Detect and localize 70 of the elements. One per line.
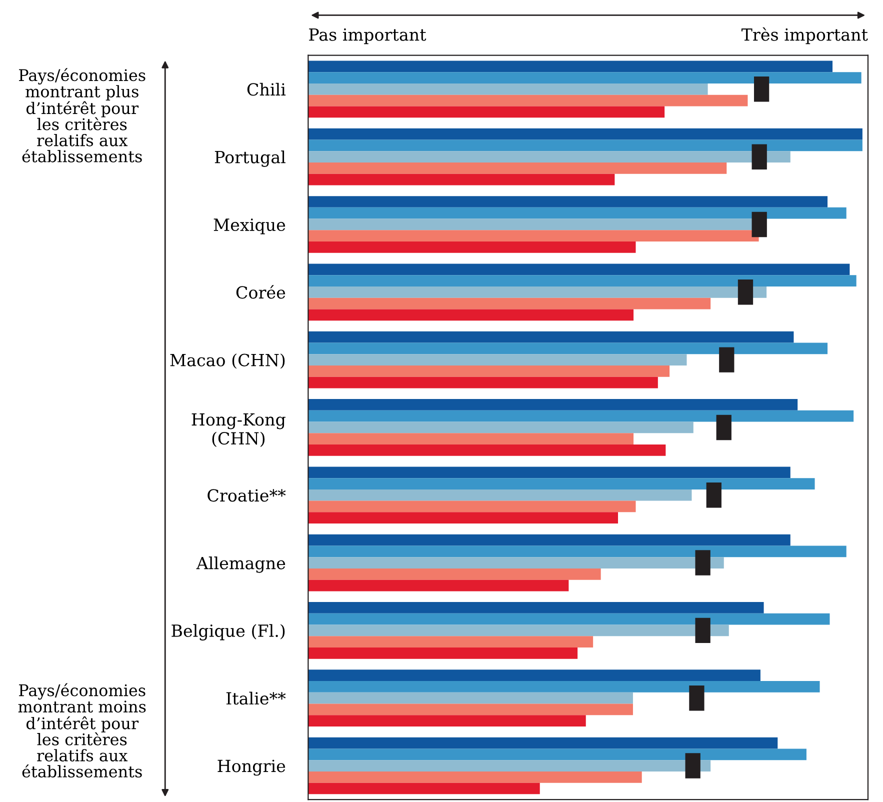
bar bbox=[308, 771, 642, 783]
y-tick-label: Italie** bbox=[226, 692, 286, 705]
bar bbox=[308, 670, 760, 682]
bar bbox=[308, 207, 846, 219]
bar bbox=[308, 422, 694, 434]
bar bbox=[308, 230, 759, 242]
bar bbox=[308, 83, 708, 95]
bar bbox=[308, 410, 854, 422]
bar bbox=[308, 602, 764, 614]
y-tick-label: Hongrie bbox=[218, 760, 286, 776]
y-tick-label: Corée bbox=[236, 285, 286, 299]
bar bbox=[308, 162, 727, 174]
text: Pays/économies montrant moins d’intérêt pour les critères relatifs aux établissements bbox=[18, 683, 146, 778]
bar bbox=[308, 286, 767, 298]
bar bbox=[308, 557, 724, 568]
text: Pays/économies montrant plus d’intérêt pour les critères relatifs aux établissements bbox=[19, 68, 146, 162]
bar bbox=[308, 466, 790, 478]
bar bbox=[308, 681, 820, 692]
bar bbox=[308, 624, 729, 636]
bar bbox=[308, 94, 748, 106]
bar bbox=[308, 399, 798, 410]
y-tick-label: Hong-Kong (CHN) bbox=[192, 413, 286, 447]
bar bbox=[308, 174, 615, 186]
bar bbox=[308, 737, 778, 749]
text: Pas important bbox=[309, 28, 426, 44]
y-tick-label: Portugal bbox=[214, 150, 286, 167]
bar bbox=[308, 376, 658, 388]
bar bbox=[308, 128, 862, 140]
bar bbox=[308, 218, 753, 230]
bar bbox=[308, 489, 692, 501]
bar bbox=[308, 60, 833, 72]
bar bbox=[308, 580, 569, 592]
bar bbox=[308, 264, 850, 276]
y-tick-label: Allemagne bbox=[196, 556, 286, 573]
bar bbox=[308, 365, 670, 377]
y-tick-label: Mexique bbox=[214, 218, 286, 234]
bar bbox=[308, 546, 846, 558]
bar bbox=[308, 275, 856, 286]
y-tick-label: Belgique (Fl.) bbox=[172, 624, 285, 640]
bar bbox=[308, 140, 862, 152]
bar bbox=[308, 196, 828, 208]
bar bbox=[308, 309, 634, 321]
bar bbox=[308, 647, 578, 659]
bar bbox=[308, 512, 618, 524]
bar bbox=[308, 106, 665, 118]
bar bbox=[308, 478, 815, 490]
text: Très important bbox=[741, 27, 868, 44]
y-tick-label: Macao (CHN) bbox=[170, 353, 285, 369]
bar bbox=[308, 433, 634, 445]
bar bbox=[308, 342, 828, 354]
bar bbox=[308, 534, 790, 546]
y-tick-label: Croatie** bbox=[208, 489, 286, 502]
bar bbox=[308, 151, 790, 163]
bar bbox=[308, 782, 540, 794]
bar bbox=[308, 500, 636, 512]
bar bbox=[308, 331, 794, 343]
bar bbox=[308, 298, 711, 310]
bar bbox=[308, 636, 594, 648]
bar bbox=[308, 242, 636, 253]
bar bbox=[308, 704, 633, 716]
bar bbox=[308, 568, 601, 580]
bar bbox=[308, 715, 586, 727]
bar bbox=[308, 444, 666, 456]
bar bbox=[308, 72, 862, 84]
bar bbox=[308, 748, 806, 760]
y-tick-label: Chili bbox=[247, 82, 286, 96]
bar bbox=[308, 613, 830, 625]
bar bbox=[308, 692, 633, 704]
bar bbox=[308, 760, 711, 772]
bar bbox=[308, 354, 687, 366]
